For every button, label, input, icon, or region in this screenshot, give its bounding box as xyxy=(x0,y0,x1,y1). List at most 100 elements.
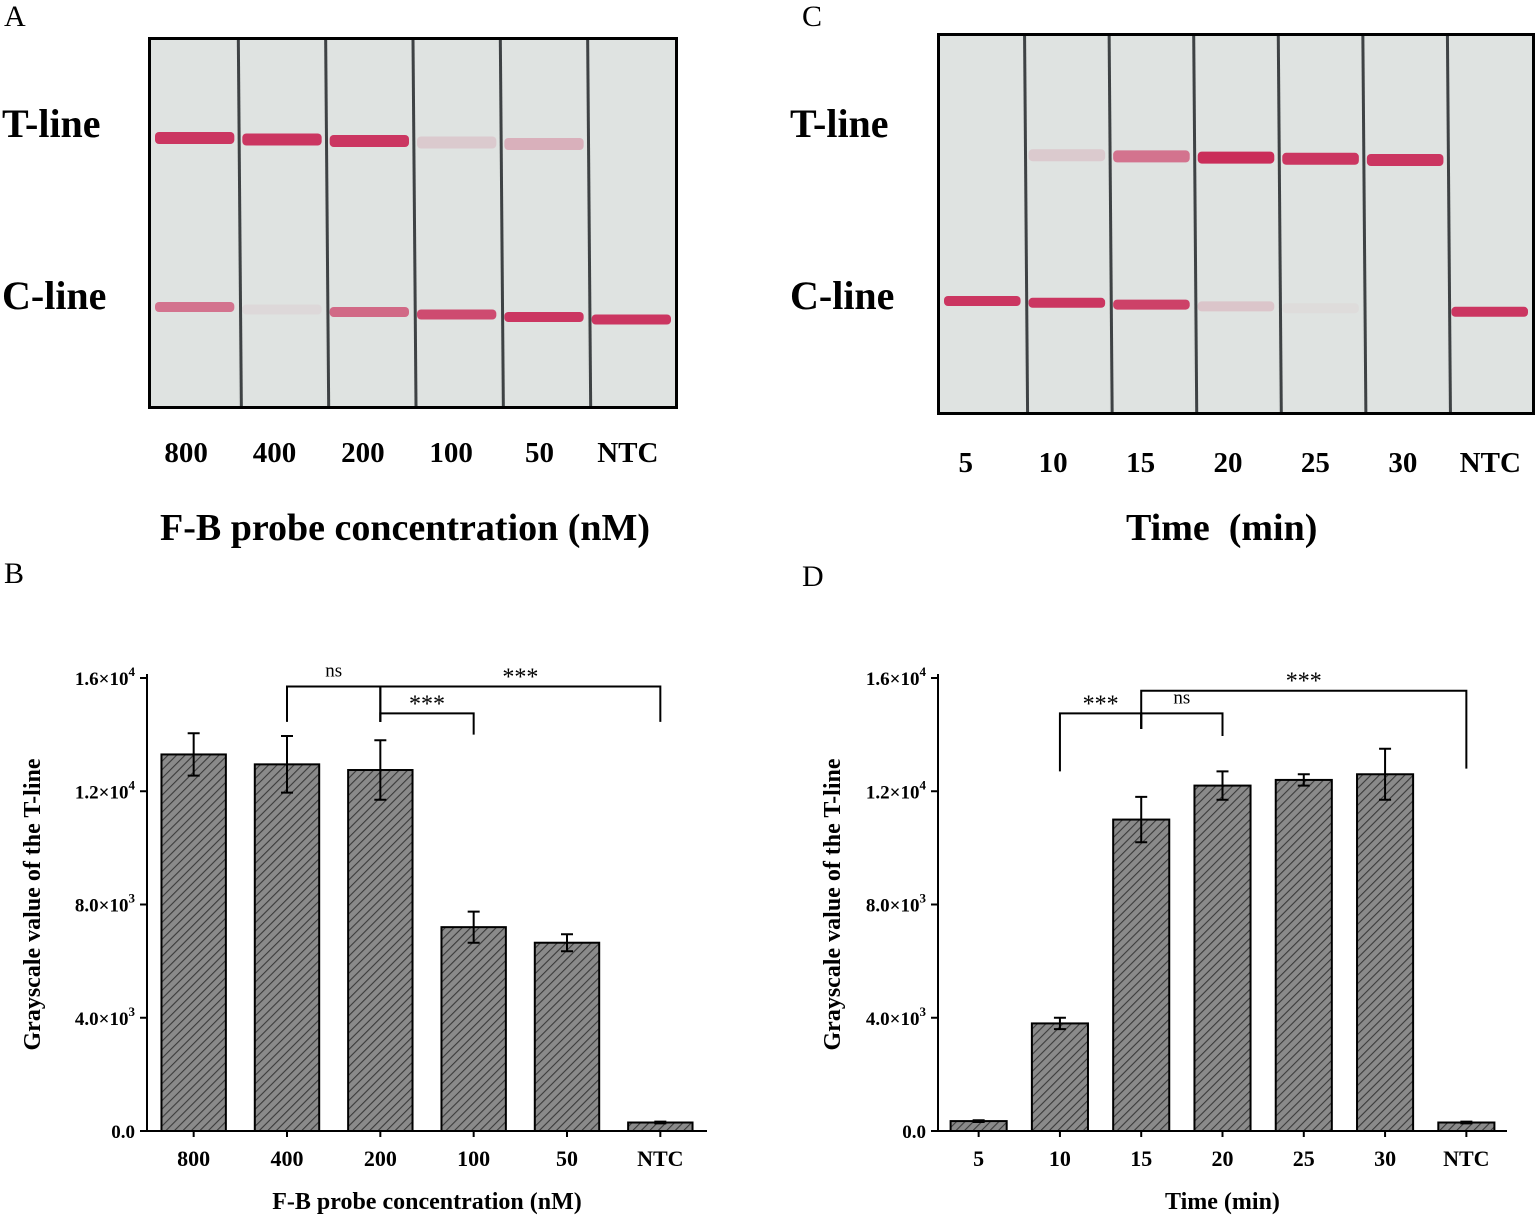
panel-a-strip-divider xyxy=(498,40,505,406)
chart-b-x-tick-label: 400 xyxy=(271,1146,304,1171)
chart-d-bar-25 xyxy=(1274,778,1333,1133)
panel-c-lane-label-5: 5 xyxy=(958,447,973,479)
chart-d-x-tick-label: 25 xyxy=(1293,1146,1315,1171)
chart-b-significance-label: *** xyxy=(502,664,538,690)
chart-d-y-tick-label: 1.6×104 xyxy=(866,664,927,690)
chart-b-y-axis-title: Grayscale value of the T-line xyxy=(20,758,46,1050)
panel-c-lane-label-ntc: NTC xyxy=(1459,447,1521,479)
panel-c-strip-divider xyxy=(1361,36,1368,412)
panel-c-strip-25 xyxy=(1278,36,1363,412)
panel-a-strip-800 xyxy=(151,40,239,406)
panel-d-bar-chart: 0.0 4.0×103 8.0×103 1.2×104 1.6×104 5 10 15 20 25… xyxy=(820,664,1507,1215)
chart-d-error-bar-10 xyxy=(1053,1016,1066,1031)
panel-c-strip-20 xyxy=(1193,36,1279,412)
chart-b-y-tick-label: 8.0×103 xyxy=(75,891,136,917)
panel-c-lane-label-25: 25 xyxy=(1300,447,1330,479)
panel-c-strip-divider xyxy=(1107,36,1114,412)
panel-a-strip-divider xyxy=(586,40,593,406)
panel-a-t-band-800 xyxy=(155,132,235,144)
chart-b-error-bar-50 xyxy=(561,933,573,953)
panel-c-strip-15 xyxy=(1109,36,1194,412)
chart-b-y-tick-label: 4.0×103 xyxy=(75,1004,136,1030)
chart-b-y-tick-label: 0.0 xyxy=(111,1122,135,1143)
panel-a-lane-label-100: 100 xyxy=(429,437,473,469)
panel-c-strips xyxy=(940,36,1532,412)
panel-a-lane-label-ntc: NTC xyxy=(597,437,659,469)
panel-a-c-line-label: C-line xyxy=(2,273,107,318)
chart-d-y-tick-label: 0.0 xyxy=(902,1122,926,1143)
panel-c-strip-photo xyxy=(937,33,1535,415)
panel-c-c-band-NTC xyxy=(1451,306,1528,317)
chart-b-x-tick-label: 800 xyxy=(177,1146,210,1171)
chart-d-significance-bracket xyxy=(1140,689,1468,769)
panel-c-t-band-15 xyxy=(1113,150,1190,163)
panel-a-x-title: F-B probe concentration (nM) xyxy=(160,507,651,549)
panel-c-t-band-20 xyxy=(1197,151,1275,164)
panel-c-c-band-20 xyxy=(1197,301,1275,312)
panel-c-strip-10 xyxy=(1024,36,1110,412)
panel-a-t-band-400 xyxy=(242,133,322,146)
panel-a-strips xyxy=(151,40,675,406)
chart-d-significance-label: *** xyxy=(1083,691,1119,717)
chart-b-x-axis-title: F-B probe concentration (nM) xyxy=(272,1189,582,1215)
chart-b-bar-400 xyxy=(253,763,321,1132)
chart-d-significance-label: *** xyxy=(1286,669,1322,695)
chart-b-significance-label: ns xyxy=(325,660,342,681)
panel-a-strip-NTC xyxy=(587,40,675,406)
chart-b-y-tick-label: 1.2×104 xyxy=(75,777,136,803)
panel-a-t-band-100 xyxy=(417,136,497,149)
chart-d-y-axis-title: Grayscale value of the T-line xyxy=(820,758,846,1050)
panel-a-strip-100 xyxy=(413,40,501,406)
chart-b-bar-100 xyxy=(440,926,507,1132)
panel-letter-d: D xyxy=(802,560,824,593)
panel-a-strip-divider xyxy=(411,40,418,406)
panel-c-t-band-25 xyxy=(1282,152,1359,165)
panel-a-strip-400 xyxy=(238,40,326,406)
panel-c-c-band-25 xyxy=(1282,303,1359,313)
panel-c-strip-divider xyxy=(1276,36,1283,412)
panel-c-strip-divider xyxy=(1023,36,1030,412)
chart-d-y-tick-label: 4.0×103 xyxy=(866,1004,927,1030)
chart-d-x-tick-label: 5 xyxy=(973,1146,984,1171)
chart-b-bar-800 xyxy=(160,753,227,1132)
chart-d-y-tick-label: 1.2×104 xyxy=(866,777,927,803)
panel-a-c-band-50 xyxy=(504,312,584,322)
panel-letter-b: B xyxy=(4,557,25,590)
panel-a-c-band-400 xyxy=(242,304,322,315)
chart-b-error-bar-800 xyxy=(187,732,200,777)
chart-b-bar-50 xyxy=(533,941,601,1132)
chart-d-bar-15 xyxy=(1112,818,1171,1132)
panel-a-c-band-NTC xyxy=(591,314,671,325)
panel-a-strip-divider xyxy=(324,40,331,406)
panel-a-t-band-200 xyxy=(329,135,409,147)
panel-c-c-band-15 xyxy=(1113,299,1190,310)
chart-d-x-tick-label: NTC xyxy=(1443,1146,1489,1171)
chart-b-significance-label: *** xyxy=(409,691,445,717)
chart-b-x-tick-label: 200 xyxy=(364,1146,397,1171)
panel-c-t-line-label: T-line xyxy=(790,101,889,146)
chart-b-error-bar-200 xyxy=(374,739,387,801)
chart-d-bar-30 xyxy=(1356,773,1415,1132)
panel-a-strip-50 xyxy=(500,40,588,406)
panel-a-t-band-50 xyxy=(504,138,584,150)
chart-d-x-tick-label: 10 xyxy=(1049,1146,1071,1171)
panel-c-t-band-10 xyxy=(1028,149,1106,162)
panel-a-strip-200 xyxy=(325,40,413,406)
chart-b-x-tick-label: 100 xyxy=(457,1146,490,1171)
panel-a-c-band-200 xyxy=(329,307,409,317)
panel-a-c-band-800 xyxy=(155,302,235,312)
panel-a-strip-divider xyxy=(236,40,243,406)
chart-d-bar-20 xyxy=(1193,784,1252,1132)
panel-a-strip-photo xyxy=(148,37,678,409)
chart-d-error-bar-5 xyxy=(972,1119,985,1123)
panel-a-t-line-label: T-line xyxy=(2,101,101,146)
chart-d-significance-bracket xyxy=(1058,712,1143,772)
chart-b-y-tick-label: 1.6×104 xyxy=(75,664,136,690)
panel-a-lane-label-50: 50 xyxy=(525,437,554,469)
panel-c-t-band-30 xyxy=(1366,154,1444,166)
chart-d-error-bar-20 xyxy=(1216,770,1229,801)
panel-c-strip-NTC xyxy=(1447,36,1532,412)
chart-d-error-bar-30 xyxy=(1379,747,1392,801)
chart-b-x-tick-label: NTC xyxy=(637,1146,683,1171)
panel-letter-a: A xyxy=(4,0,26,33)
